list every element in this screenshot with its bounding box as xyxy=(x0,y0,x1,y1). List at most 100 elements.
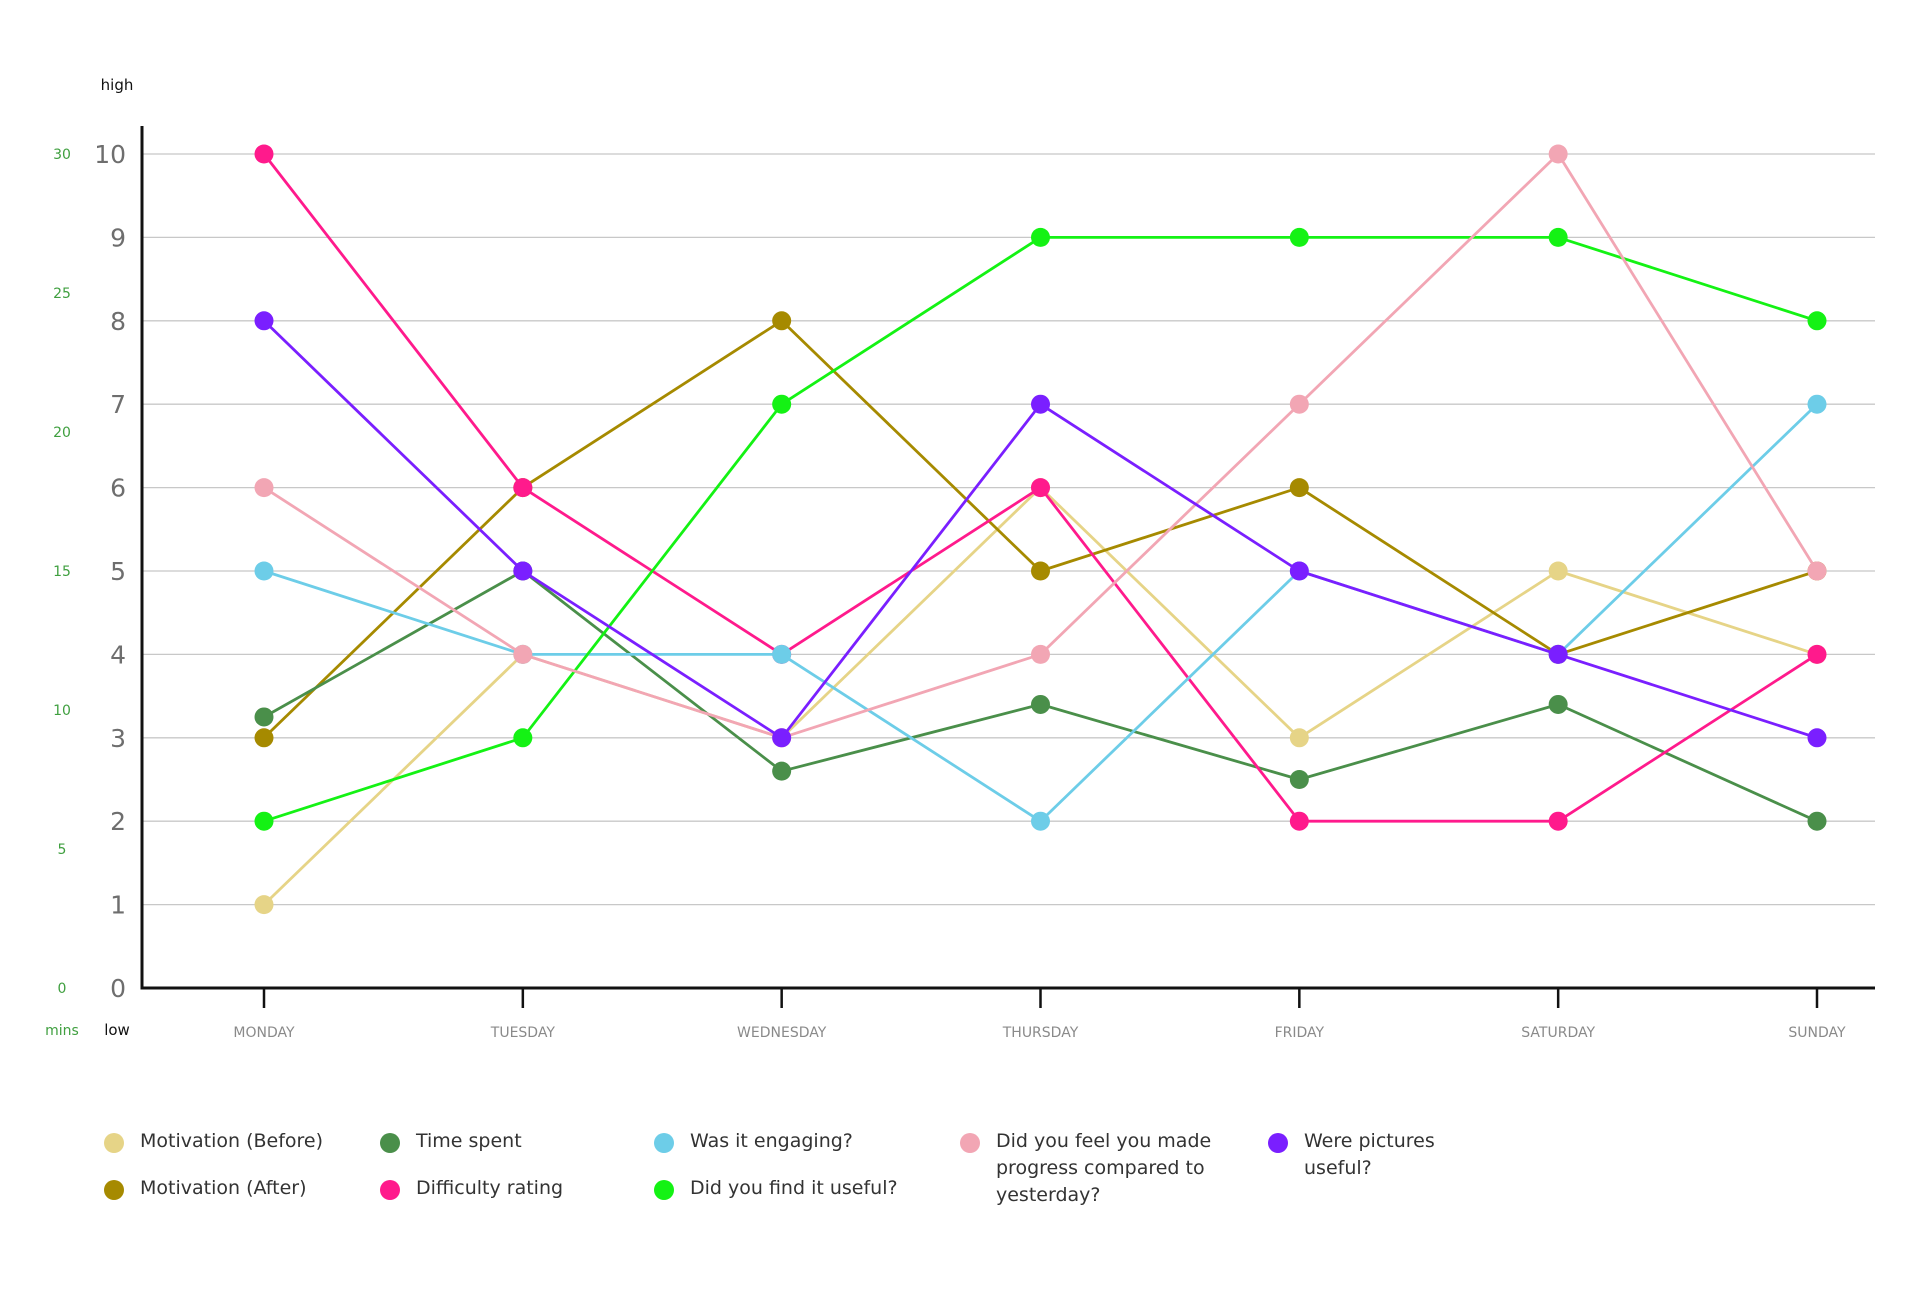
y-tick-label: 7 xyxy=(110,390,126,419)
legend-label: Difficulty rating xyxy=(416,1177,564,1199)
gridlines xyxy=(142,153,1875,906)
data-point xyxy=(1548,694,1568,714)
series-time-spent xyxy=(254,561,1827,831)
data-point xyxy=(1031,394,1050,414)
data-point xyxy=(1031,694,1050,714)
series-line xyxy=(263,403,1818,823)
y-tick-label: 6 xyxy=(110,474,126,503)
data-point xyxy=(1807,311,1827,331)
series-lines xyxy=(254,144,1827,915)
data-point xyxy=(1807,811,1827,831)
data-point xyxy=(254,311,274,331)
y-tick-label: 8 xyxy=(110,307,126,336)
legend: Motivation (Before) Motivation (After) T… xyxy=(104,1128,1584,1248)
legend-item-did-you-find-it-useful[interactable]: Did you find it useful? xyxy=(654,1175,898,1202)
y-tick-label: 9 xyxy=(110,223,126,252)
data-point xyxy=(1031,478,1050,498)
y-axis-high-label: high xyxy=(101,76,134,94)
y-tick-label: 2 xyxy=(110,807,126,836)
data-point xyxy=(1289,728,1309,748)
x-tick-label: MONDAY xyxy=(233,1025,295,1041)
secondary-y-tick-label: 20 xyxy=(53,425,71,441)
series-did-you-find-it-useful xyxy=(254,227,1827,831)
legend-item-motivation-after[interactable]: Motivation (After) xyxy=(104,1175,307,1202)
data-point xyxy=(1289,227,1309,247)
data-point xyxy=(254,728,274,748)
data-point xyxy=(513,478,533,498)
secondary-axis-unit-label: mins xyxy=(45,1023,79,1039)
secondary-y-tick-label: 5 xyxy=(58,842,67,858)
legend-item-time-spent[interactable]: Time spent xyxy=(380,1128,522,1155)
data-point xyxy=(1548,227,1568,247)
data-point xyxy=(1289,561,1309,581)
legend-item-difficulty-rating[interactable]: Difficulty rating xyxy=(380,1175,563,1202)
y-tick-label: 10 xyxy=(94,140,126,169)
data-point xyxy=(1031,644,1050,664)
x-tick-label: FRIDAY xyxy=(1275,1025,1325,1041)
legend-item-motivation-before[interactable]: Motivation (Before) xyxy=(104,1128,323,1155)
series-line xyxy=(263,235,1818,823)
legend-swatch-icon xyxy=(380,1133,400,1153)
secondary-y-tick-label: 25 xyxy=(53,286,71,302)
data-point xyxy=(513,561,533,581)
data-point xyxy=(1031,561,1050,581)
secondary-y-tick-label: 15 xyxy=(53,564,71,580)
x-tick-label: TUESDAY xyxy=(490,1025,556,1041)
y-tick-label: 4 xyxy=(110,640,126,669)
data-point xyxy=(513,644,533,664)
data-point xyxy=(1807,561,1827,581)
x-tick-label: SATURDAY xyxy=(1521,1025,1595,1041)
legend-item-was-it-engaging[interactable]: Was it engaging? xyxy=(654,1128,853,1155)
legend-swatch-icon xyxy=(380,1180,400,1200)
data-point xyxy=(513,728,533,748)
data-point xyxy=(772,761,792,781)
legend-label: Was it engaging? xyxy=(690,1130,853,1152)
y-tick-label: 5 xyxy=(110,557,126,586)
legend-swatch-icon xyxy=(654,1180,674,1200)
legend-swatch-icon xyxy=(654,1133,674,1153)
secondary-y-tick-label: 30 xyxy=(53,147,71,163)
data-point xyxy=(254,561,274,581)
data-point xyxy=(1031,811,1050,831)
legend-label: Time spent xyxy=(416,1130,522,1152)
series-line xyxy=(263,319,1818,739)
data-point xyxy=(1548,561,1568,581)
series-did-you-feel-you-made-progress-compared-to-yesterday xyxy=(254,144,1827,748)
data-point xyxy=(1289,811,1309,831)
data-point xyxy=(1807,728,1827,748)
data-point xyxy=(772,644,792,664)
data-point xyxy=(254,895,274,915)
legend-swatch-icon xyxy=(960,1133,980,1153)
series-was-it-engaging xyxy=(254,394,1827,831)
legend-item-progress[interactable]: Did you feel you made progress compared … xyxy=(960,1128,1211,1209)
data-point xyxy=(1289,478,1309,498)
y-tick-label: 0 xyxy=(110,974,126,1003)
axis-labels: 0 1 2 3 4 5 6 7 8 9 10 0 5 10 15 20 25 30 mins high low MONDA… xyxy=(45,76,1846,1041)
data-point xyxy=(1548,644,1568,664)
legend-label: Did you find it useful? xyxy=(690,1177,898,1199)
legend-label: Motivation (Before) xyxy=(140,1130,324,1152)
series-line xyxy=(263,319,1818,740)
legend-item-were-pictures-useful[interactable]: Were pictures useful? xyxy=(1268,1128,1435,1182)
legend-label: Motivation (After) xyxy=(140,1177,307,1199)
x-tick-label: SUNDAY xyxy=(1788,1025,1846,1041)
legend-swatch-icon xyxy=(1268,1133,1288,1153)
legend-label: Were pictures useful? xyxy=(1304,1130,1435,1179)
secondary-y-tick-label: 0 xyxy=(58,981,67,997)
legend-swatch-icon xyxy=(104,1133,124,1153)
axes xyxy=(140,126,1875,1008)
series-were-pictures-useful xyxy=(254,311,1827,748)
data-point xyxy=(1807,644,1827,664)
legend-label: Did you feel you made progress compared … xyxy=(996,1130,1212,1206)
series-motivation-after xyxy=(254,311,1827,748)
legend-swatch-icon xyxy=(104,1180,124,1200)
data-point xyxy=(1289,770,1309,789)
data-point xyxy=(1548,811,1568,831)
secondary-y-tick-label: 10 xyxy=(53,703,71,719)
data-point xyxy=(1807,394,1827,414)
data-point xyxy=(772,394,792,414)
y-tick-label: 1 xyxy=(110,891,126,920)
y-tick-label: 3 xyxy=(110,724,126,753)
data-point xyxy=(254,811,274,831)
